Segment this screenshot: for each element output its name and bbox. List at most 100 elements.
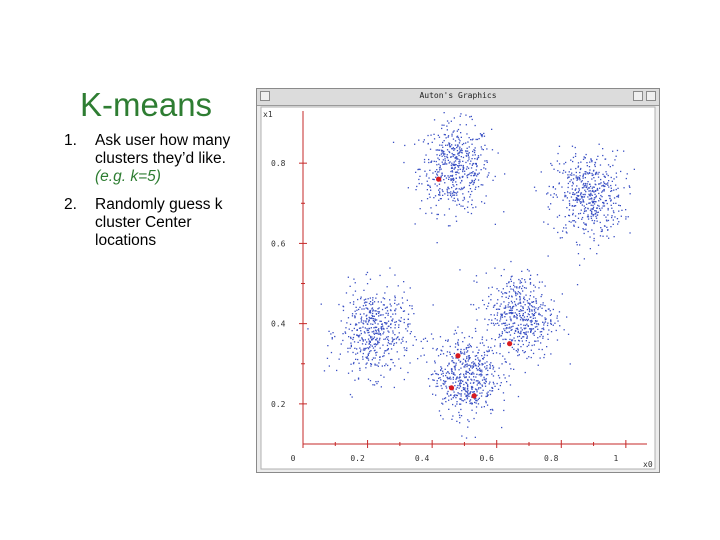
data-point xyxy=(453,372,455,374)
data-point xyxy=(591,194,593,196)
data-point xyxy=(518,339,520,342)
data-point xyxy=(456,401,458,403)
data-point xyxy=(467,419,469,421)
data-point xyxy=(518,287,520,289)
data-point xyxy=(354,290,357,292)
data-point xyxy=(515,298,518,300)
data-point xyxy=(467,355,470,357)
window-menu-button[interactable] xyxy=(260,91,270,101)
data-point xyxy=(538,287,540,289)
data-point xyxy=(568,200,571,202)
data-point xyxy=(442,194,444,196)
data-point xyxy=(403,310,406,312)
data-point xyxy=(442,190,444,193)
data-point xyxy=(462,193,464,195)
window-titlebar[interactable]: Auton's Graphics xyxy=(257,89,659,106)
data-point xyxy=(481,134,483,136)
data-point xyxy=(514,312,516,314)
data-point xyxy=(596,220,598,222)
data-point xyxy=(457,392,459,394)
data-point xyxy=(590,210,593,212)
data-point xyxy=(380,326,383,328)
data-point xyxy=(447,186,449,188)
bullet-number: 2. xyxy=(64,196,77,213)
data-point xyxy=(485,272,487,274)
data-point xyxy=(569,174,571,176)
data-point xyxy=(617,195,619,197)
data-point xyxy=(447,194,449,196)
data-point xyxy=(441,172,443,174)
data-point xyxy=(392,340,394,342)
data-point xyxy=(591,187,593,189)
data-point xyxy=(501,316,504,318)
data-point xyxy=(500,382,502,384)
data-point xyxy=(492,368,494,370)
data-point xyxy=(432,347,434,350)
data-point xyxy=(366,356,369,358)
data-point xyxy=(383,355,385,357)
data-point xyxy=(462,358,465,360)
data-point xyxy=(351,330,353,332)
window-minimize-button[interactable] xyxy=(633,91,643,101)
data-point xyxy=(384,317,386,319)
data-point xyxy=(452,138,455,140)
data-point xyxy=(502,392,505,394)
data-point xyxy=(575,197,577,199)
data-point xyxy=(358,322,360,324)
data-point xyxy=(521,340,523,342)
data-point xyxy=(357,341,359,343)
data-point xyxy=(369,335,372,338)
data-point xyxy=(496,312,499,314)
data-point xyxy=(587,208,589,210)
data-point xyxy=(505,292,508,294)
data-point xyxy=(464,393,466,395)
graphics-window: Auton's Graphics 0 0.2 0.4 0.6 0.8 1 0.2 0.4 0.6… xyxy=(256,88,660,473)
data-point xyxy=(542,321,544,323)
data-point xyxy=(342,339,344,342)
data-point xyxy=(535,300,537,302)
data-point xyxy=(529,308,531,311)
data-point xyxy=(459,164,461,167)
data-point xyxy=(465,376,467,379)
data-point xyxy=(600,194,602,197)
data-point xyxy=(603,185,605,188)
data-point xyxy=(375,310,377,312)
data-point xyxy=(610,187,612,189)
data-point xyxy=(456,420,458,422)
data-point xyxy=(491,338,493,340)
data-point xyxy=(466,357,468,360)
data-point xyxy=(597,173,599,175)
data-point xyxy=(508,323,510,325)
data-point xyxy=(429,169,431,171)
window-maximize-button[interactable] xyxy=(646,91,656,101)
data-point xyxy=(589,202,591,204)
data-point xyxy=(445,387,448,389)
data-point xyxy=(493,383,495,385)
data-point xyxy=(592,190,594,192)
data-point xyxy=(585,228,587,230)
data-point xyxy=(487,351,489,353)
data-point xyxy=(558,182,560,184)
data-point xyxy=(480,146,482,148)
data-point xyxy=(478,362,480,364)
data-point xyxy=(469,382,472,384)
data-point xyxy=(473,181,475,184)
data-point xyxy=(366,301,368,303)
data-point xyxy=(450,398,453,400)
data-point xyxy=(369,297,371,299)
data-point xyxy=(552,196,554,198)
data-point xyxy=(460,348,462,351)
data-point xyxy=(527,313,529,315)
data-point xyxy=(380,301,382,303)
data-point xyxy=(358,308,360,311)
data-point xyxy=(477,357,479,359)
data-point xyxy=(531,309,533,311)
data-point xyxy=(383,352,385,354)
data-point xyxy=(400,367,402,369)
data-point xyxy=(356,334,358,336)
data-point xyxy=(473,149,475,151)
bullet-number: 1. xyxy=(64,132,77,149)
data-point xyxy=(373,384,376,386)
data-point xyxy=(509,384,512,386)
data-point xyxy=(488,319,490,321)
